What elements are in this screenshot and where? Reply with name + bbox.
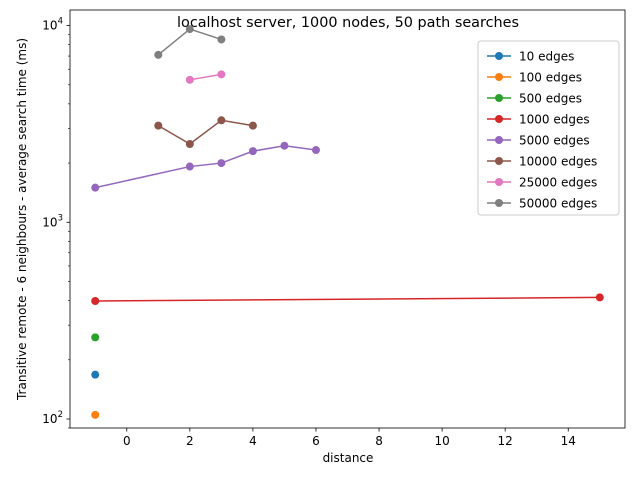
data-point [154,50,163,59]
series-5000-edges [91,141,320,192]
y-tick-label: 103 [42,213,63,229]
legend-label: 25000 edges [519,176,597,190]
y-tick-label: 102 [42,410,63,426]
data-point [248,121,257,130]
legend-label: 500 edges [519,92,582,106]
data-point [154,121,163,130]
data-point [280,141,289,150]
series-25000-edges [185,70,226,84]
data-point [185,25,194,34]
data-point [91,410,100,419]
legend-item: 25000 edges [487,176,597,190]
data-point [91,296,100,305]
plot-area [91,25,604,419]
data-point [217,116,226,125]
x-tick-label: 12 [498,434,513,448]
series-line [157,119,254,145]
data-point [311,146,320,155]
data-point [248,147,257,156]
legend-label: 10000 edges [519,155,597,169]
data-point [595,293,604,302]
data-point [91,370,100,379]
data-point [217,159,226,168]
legend-marker [495,94,503,102]
y-axis-label: Transitive remote - 6 neighbours - avera… [15,38,29,401]
series-10000-edges [154,116,257,149]
legend-item: 1000 edges [487,113,590,127]
legend-marker [495,52,503,60]
x-axis-label: distance [323,451,374,465]
legend-item: 50000 edges [487,197,597,211]
plot-frame [69,9,626,429]
legend-item: 10000 edges [487,155,597,169]
series-line [189,73,222,81]
legend-item: 500 edges [487,92,582,106]
x-tick-label: 6 [312,434,320,448]
chart-title: localhost server, 1000 nodes, 50 path se… [177,15,519,31]
legend-label: 100 edges [519,71,582,85]
legend-label: 1000 edges [519,113,590,127]
legend-item: 100 edges [487,71,582,85]
y-axis: 102 103 104 [42,17,70,429]
series-line [95,296,600,302]
data-point [91,183,100,192]
data-point [185,162,194,171]
legend-marker [495,199,503,207]
legend-box [477,40,620,216]
legend-marker [495,178,503,186]
series-line [95,144,317,189]
data-point [185,75,194,84]
series-100-edges [91,410,100,419]
legend-marker [495,115,503,123]
series-500-edges [91,333,100,342]
legend-marker [495,136,503,144]
legend-label: 50000 edges [519,197,597,211]
data-point [217,70,226,79]
legend-item: 5000 edges [487,134,590,148]
data-point [185,140,194,149]
legend-label: 5000 edges [519,134,590,148]
x-tick-label: 0 [123,434,131,448]
x-tick-label: 2 [186,434,194,448]
x-tick-label: 8 [375,434,383,448]
y-tick-label: 104 [42,17,63,33]
series-1000-edges [91,293,604,305]
x-axis: 0 2 4 6 8 10 12 14 [123,428,576,448]
x-tick-label: 4 [249,434,257,448]
series-50000-edges [154,25,226,59]
legend: 10 edges 100 edges 500 edges 1000 edges 5000… [477,40,620,216]
legend-item: 10 edges [487,50,574,64]
x-tick-label: 10 [434,434,449,448]
legend-marker [495,157,503,165]
data-point [91,333,100,342]
data-point [217,35,226,44]
legend-label: 10 edges [519,50,574,64]
series-10-edges [91,370,100,379]
x-tick-label: 14 [561,434,576,448]
legend-marker [495,73,503,81]
